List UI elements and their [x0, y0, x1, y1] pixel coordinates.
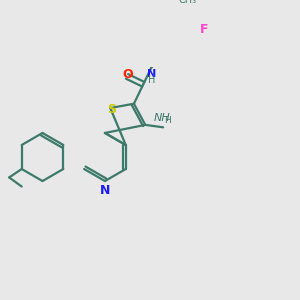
Text: H: H: [164, 116, 171, 125]
Text: CH₃: CH₃: [179, 0, 197, 5]
Text: F: F: [200, 22, 208, 35]
Text: N: N: [100, 184, 110, 196]
Text: NH: NH: [154, 113, 170, 123]
Text: O: O: [122, 68, 133, 81]
Text: S: S: [107, 103, 116, 116]
Text: H: H: [148, 74, 155, 85]
Text: N: N: [147, 70, 156, 80]
